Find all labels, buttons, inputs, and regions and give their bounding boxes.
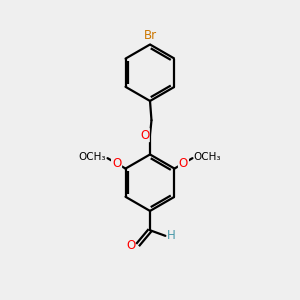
Text: OCH₃: OCH₃ <box>79 152 106 162</box>
Text: O: O <box>140 129 149 142</box>
Text: Br: Br <box>143 29 157 42</box>
Text: O: O <box>112 157 121 170</box>
Text: H: H <box>167 229 176 242</box>
Text: O: O <box>179 157 188 170</box>
Text: OCH₃: OCH₃ <box>194 152 221 162</box>
Text: O: O <box>126 238 135 251</box>
